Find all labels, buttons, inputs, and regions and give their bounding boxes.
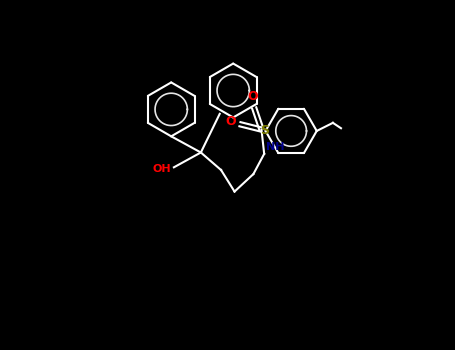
Text: OH: OH: [152, 164, 171, 174]
Text: O: O: [248, 90, 258, 103]
Text: NH: NH: [266, 142, 285, 153]
Text: O: O: [225, 115, 236, 128]
Text: S: S: [260, 124, 269, 136]
